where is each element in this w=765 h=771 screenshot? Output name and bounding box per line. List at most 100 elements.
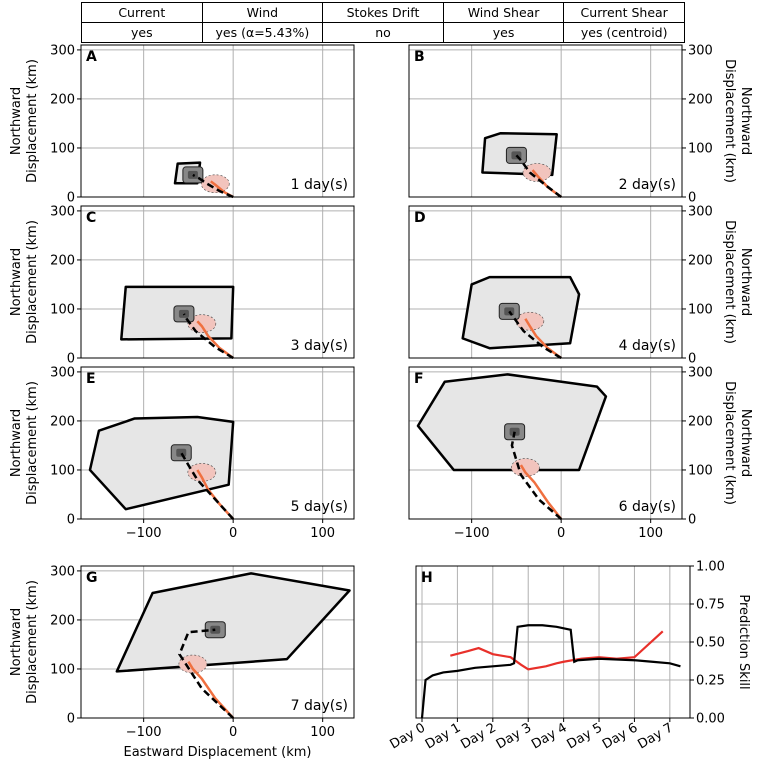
ylabel-text: Prediction Skill (736, 594, 751, 689)
xtick-label: −100 (454, 526, 490, 541)
xtick-label: Day 4 (529, 720, 569, 752)
xtick-label: Day 6 (600, 720, 640, 752)
ylabel-line1: Northward (9, 87, 24, 155)
ytick-label: 0.75 (696, 598, 725, 613)
xtick-label: −100 (126, 526, 162, 541)
plot-frame (80, 565, 355, 719)
xtick-label: Day 1 (423, 720, 463, 752)
ylabel-line1: Northward (738, 409, 753, 477)
xtick-label: 100 (310, 526, 335, 541)
ytick-label: 1.00 (696, 560, 725, 575)
ytick-label: 0 (688, 352, 696, 367)
panel-c: C 3 day(s) 0 100 200 300 Northward Displacement… (9, 204, 355, 367)
skill-line-black (420, 624, 681, 719)
panel-letter: E (86, 371, 96, 387)
day-annotation: 5 day(s) (291, 499, 348, 515)
ylabel-line1: Northward (738, 248, 753, 316)
ytick-label: 100 (688, 302, 713, 317)
observed-track (178, 628, 235, 719)
ylabel-line1: Northward (9, 608, 24, 676)
panel-letter: A (86, 49, 97, 65)
ytick-label: 300 (50, 204, 75, 219)
panel-letter: H (421, 570, 433, 586)
model-track (519, 464, 563, 520)
day-annotation: 7 day(s) (291, 698, 348, 714)
ylabel-line1: Northward (9, 248, 24, 316)
panel-a: A 1 day(s) 0 100 200 300 Northward Displacement… (9, 43, 355, 206)
ytick-label: 300 (688, 365, 713, 380)
ytick-label: 100 (50, 463, 75, 478)
panel-g: G 7 day(s) 0 100 200 300 −100 0 100 Northward Disp… (9, 564, 355, 760)
centroid-region-inner (176, 448, 187, 457)
xtick-label: 0 (557, 526, 565, 541)
ytick-label: 300 (688, 204, 713, 219)
ytick-label: 200 (50, 253, 75, 268)
ytick-label: 300 (50, 564, 75, 579)
ytick-label: 200 (50, 92, 75, 107)
day-annotation: 4 day(s) (619, 338, 676, 354)
value-current: yes (81, 22, 203, 43)
ytick-label: 0.00 (696, 712, 725, 727)
ytick-label: 200 (50, 414, 75, 429)
plot-area (81, 45, 354, 197)
ytick-label: 100 (50, 662, 75, 677)
ytick-label: 100 (688, 141, 713, 156)
observed-track (515, 154, 562, 198)
value-wind: yes (α=5.43%) (201, 22, 324, 43)
plot-frame (80, 366, 355, 520)
panel-letter: G (86, 570, 98, 586)
xtick-label: −100 (126, 725, 162, 740)
day-annotation: 3 day(s) (291, 338, 348, 354)
ytick-label: 100 (688, 463, 713, 478)
ylabel-line2: Displacement (km) (722, 381, 737, 505)
ytick-label: 100 (50, 141, 75, 156)
xtick-label: Day 5 (565, 720, 605, 752)
ylabel-line1: Northward (9, 409, 24, 477)
config-table: Current Wind Stokes Drift Wind Shear Cur… (81, 2, 685, 43)
observed-track (180, 452, 235, 520)
panel-f: F 6 day(s) 0 100 200 300 −100 0 100 NorthwardDisp… (408, 365, 753, 541)
xlabel: Eastward Displacement (km) (124, 745, 312, 760)
ytick-label: 200 (688, 253, 713, 268)
ytick-label: 200 (688, 414, 713, 429)
ytick-label: 200 (688, 92, 713, 107)
ytick-label: 200 (50, 613, 75, 628)
model-density-region (522, 163, 552, 182)
xtick-label: 0 (229, 526, 237, 541)
ytick-label: 0 (67, 352, 75, 367)
plot-frame (408, 44, 683, 198)
plot-frame (80, 44, 355, 198)
xtick-label: Day 0 (388, 720, 428, 752)
panel-letter: C (86, 210, 96, 226)
ytick-label: 0 (688, 513, 696, 528)
ylabel-line2: Displacement (km) (722, 59, 737, 183)
value-stokes-drift: no (322, 22, 444, 43)
ylabel-line2: Displacement (km) (25, 220, 40, 344)
panel-e: E 5 day(s) 0 100 200 300 −100 0 100 Northward Disp… (9, 365, 355, 541)
panel-d: D 4 day(s) 0 100 200 300 NorthwardDisplacement… (408, 204, 753, 367)
plot-frame (408, 366, 683, 520)
ytick-label: 0.25 (696, 674, 725, 689)
xtick-label: Day 7 (635, 720, 675, 752)
ytick-label: 0 (67, 191, 75, 206)
ylabel: Prediction Skill (736, 594, 751, 689)
convex-hull (461, 275, 581, 350)
model-track (187, 660, 235, 719)
xtick-label: Day 2 (458, 720, 498, 752)
plot-frame (80, 205, 355, 359)
panel-b: B 2 day(s) 0 100 200 300 NorthwardDisplacement… (408, 43, 753, 206)
xtick-label: 0 (229, 725, 237, 740)
observed-track (182, 313, 234, 360)
model-density-region (178, 654, 208, 674)
ylabel-line2: Displacement (km) (25, 59, 40, 183)
xtick-label: 100 (638, 526, 663, 541)
convex-hull (416, 373, 608, 472)
ytick-label: 0.50 (696, 636, 725, 651)
